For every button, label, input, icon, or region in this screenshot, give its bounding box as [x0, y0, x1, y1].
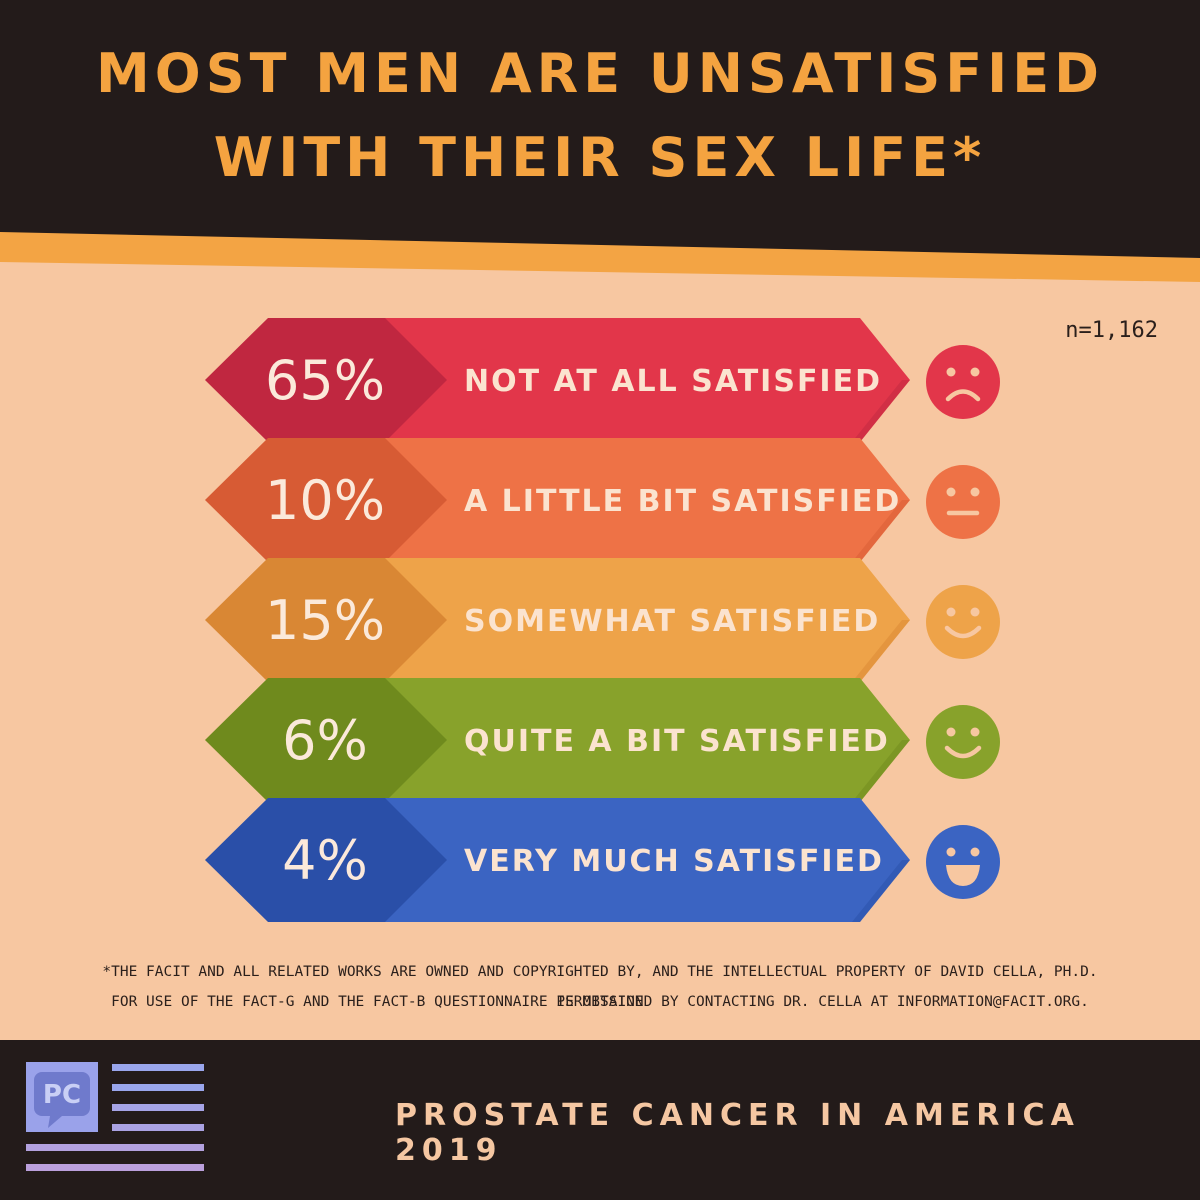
category-label: QUITE A BIT SATISFIED: [464, 724, 890, 759]
value-tag: [205, 558, 447, 682]
pc-logo: PC: [26, 1062, 204, 1171]
ribbon-bar: [385, 318, 910, 442]
ribbon-shadow: [852, 860, 910, 922]
category-label: NOT AT ALL SATISFIED: [464, 364, 882, 399]
ribbon-shadow: [852, 620, 910, 682]
chart-title-line-2: WITH THEIR SEX LIFE*: [213, 126, 987, 189]
ribbon-bar: [385, 678, 910, 802]
smile-face-icon: [926, 585, 1000, 659]
footnote-line-1: *THE FACIT AND ALL RELATED WORKS ARE OWN…: [102, 964, 1098, 1010]
footer-tagline: PROSTATE CANCER IN AMERICA 2019: [395, 1098, 1080, 1168]
category-label: VERY MUCH SATISFIED: [464, 844, 884, 879]
ribbon-shadow: [852, 380, 910, 442]
bar-row: 65% NOT AT ALL SATISFIED: [205, 318, 1000, 442]
ribbon-shadow: [852, 500, 910, 562]
value-label: 4%: [282, 829, 368, 892]
chart-title-line-1: MOST MEN ARE UNSATISFIED: [96, 42, 1104, 105]
bar-row: 4% VERY MUCH SATISFIED: [205, 798, 1000, 922]
category-label: A LITTLE BIT SATISFIED: [464, 484, 901, 519]
footer-bar: PC PROSTATE CANCER IN AMERICA 2019: [0, 1040, 1200, 1200]
value-tag: [205, 318, 447, 442]
footnote-line-2: FOR USE OF THE FACT-G AND THE FACT-B QUE…: [111, 994, 1089, 1010]
category-label: SOMEWHAT SATISFIED: [464, 604, 880, 639]
bar-row: 15% SOMEWHAT SATISFIED: [205, 558, 1000, 682]
header-background: [0, 0, 1200, 300]
ribbon-shadow: [852, 740, 910, 802]
value-label: 10%: [265, 469, 385, 532]
value-label: 6%: [282, 709, 368, 772]
value-label: 65%: [265, 349, 385, 412]
smile-face-icon: [926, 705, 1000, 779]
ribbon-bar: [385, 798, 910, 922]
value-tag: [205, 678, 447, 802]
grin-face-icon: [926, 825, 1000, 899]
ribbon-bar: [385, 438, 910, 562]
neutral-face-icon: [926, 465, 1000, 539]
value-tag: [205, 798, 447, 922]
bar-row: 6% QUITE A BIT SATISFIED: [205, 678, 1000, 802]
value-label: 15%: [265, 589, 385, 652]
frown-face-icon: [926, 345, 1000, 419]
ribbon-bar: [385, 558, 910, 682]
logo-text: PC: [43, 1080, 81, 1110]
sample-size-label: n=1,162: [1065, 318, 1158, 343]
value-tag: [205, 438, 447, 562]
bar-row: 10% A LITTLE BIT SATISFIED: [205, 438, 1000, 562]
